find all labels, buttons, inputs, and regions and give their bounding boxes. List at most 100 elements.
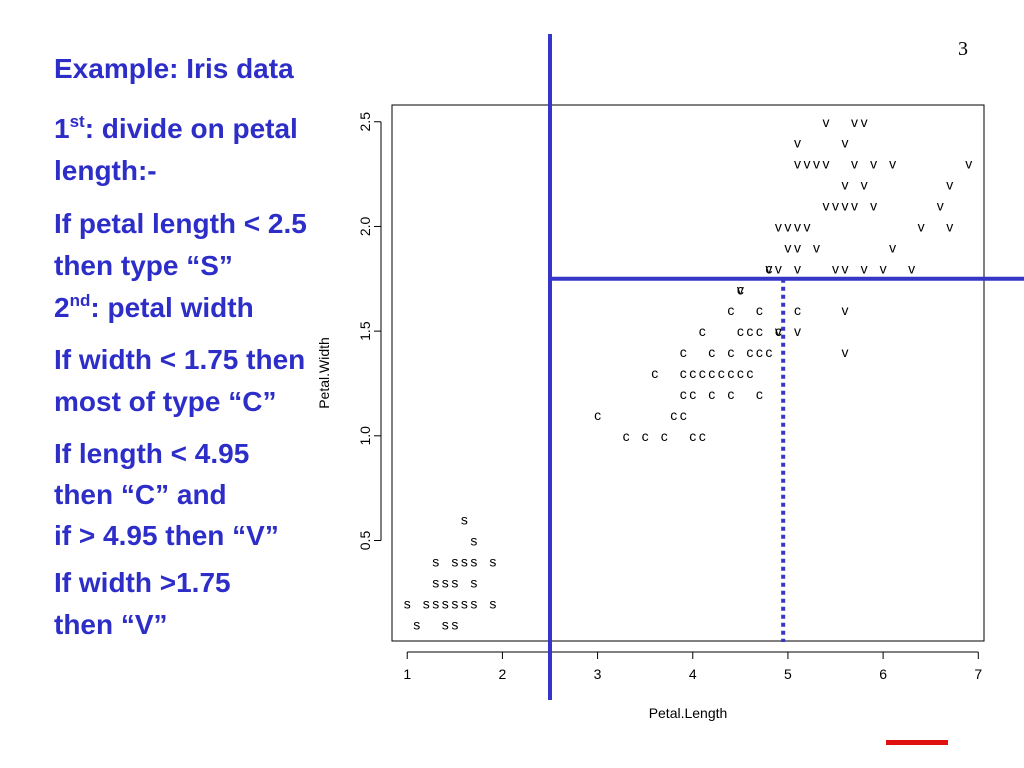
data-point-c: c xyxy=(680,386,687,402)
data-point-s: s xyxy=(461,553,468,569)
data-point-v: v xyxy=(765,260,772,276)
data-point-v: v xyxy=(842,302,849,318)
data-point-v: v xyxy=(965,156,972,172)
data-point-v: v xyxy=(803,156,810,172)
plot-frame xyxy=(391,104,985,642)
data-point-s: s xyxy=(432,553,439,569)
data-point-s: s xyxy=(461,512,468,528)
red-mark xyxy=(886,740,948,745)
data-point-v: v xyxy=(813,239,820,255)
data-point-v: v xyxy=(794,323,801,339)
split-lines xyxy=(547,34,1024,700)
data-point-c: c xyxy=(756,323,763,339)
data-point-v: v xyxy=(851,198,858,214)
data-point-s: s xyxy=(442,616,449,632)
data-point-v: v xyxy=(737,281,744,297)
x-axis-label: Petal.Length xyxy=(649,705,728,721)
data-point-v: v xyxy=(775,260,782,276)
data-point-c: c xyxy=(670,407,677,423)
data-point-s: s xyxy=(451,574,458,590)
data-point-s: s xyxy=(451,595,458,611)
data-point-v: v xyxy=(842,135,849,151)
x-tick-label: 3 xyxy=(594,666,602,682)
data-point-c: c xyxy=(746,344,753,360)
data-point-v: v xyxy=(823,156,830,172)
data-point-c: c xyxy=(775,323,782,339)
data-point-c: c xyxy=(680,407,687,423)
data-point-c: c xyxy=(689,386,696,402)
data-point-c: c xyxy=(699,365,706,381)
data-point-v: v xyxy=(823,114,830,130)
data-point-v: v xyxy=(880,260,887,276)
data-point-v: v xyxy=(803,218,810,234)
data-point-v: v xyxy=(823,198,830,214)
page-number: 3 xyxy=(958,38,968,60)
data-point-v: v xyxy=(861,177,868,193)
data-point-v: v xyxy=(870,156,877,172)
data-point-v: v xyxy=(918,218,925,234)
data-point-v: v xyxy=(946,218,953,234)
data-point-c: c xyxy=(699,323,706,339)
data-point-c: c xyxy=(727,386,734,402)
x-axis: 1 2 3 4 5 6 7 xyxy=(403,651,982,682)
data-point-s: s xyxy=(461,595,468,611)
data-point-c: c xyxy=(708,365,715,381)
data-point-c: c xyxy=(765,260,772,276)
data-point-s: s xyxy=(432,574,439,590)
data-point-c: c xyxy=(623,428,630,444)
data-point-v: v xyxy=(813,156,820,172)
data-point-c: c xyxy=(680,365,687,381)
data-point-c: c xyxy=(756,386,763,402)
data-point-v: v xyxy=(861,114,868,130)
data-point-v: v xyxy=(889,239,896,255)
data-point-v: v xyxy=(775,218,782,234)
data-point-v: v xyxy=(784,239,791,255)
data-point-s: s xyxy=(404,595,411,611)
data-point-c: c xyxy=(746,365,753,381)
data-point-s: s xyxy=(470,574,477,590)
data-point-c: c xyxy=(756,344,763,360)
y-tick-label: 2.5 xyxy=(357,112,373,132)
data-point-v: v xyxy=(794,218,801,234)
y-tick-label: 0.5 xyxy=(357,531,373,551)
data-point-v: v xyxy=(842,260,849,276)
data-point-v: v xyxy=(832,198,839,214)
data-point-c: c xyxy=(727,365,734,381)
data-point-c: c xyxy=(727,344,734,360)
data-point-c: c xyxy=(727,302,734,318)
data-point-v: v xyxy=(870,198,877,214)
data-point-c: c xyxy=(594,407,601,423)
data-point-v: v xyxy=(851,114,858,130)
data-point-v: v xyxy=(794,260,801,276)
x-tick-label: 5 xyxy=(784,666,792,682)
data-point-c: c xyxy=(737,281,744,297)
y-axis-label: Petal.Width xyxy=(316,337,332,409)
data-point-c: c xyxy=(737,323,744,339)
data-point-v: v xyxy=(889,156,896,172)
y-tick-label: 1.0 xyxy=(357,426,373,446)
data-point-s: s xyxy=(432,595,439,611)
data-point-v: v xyxy=(794,239,801,255)
data-point-s: s xyxy=(451,553,458,569)
data-point-v: v xyxy=(784,218,791,234)
data-point-v: v xyxy=(842,198,849,214)
data-point-s: s xyxy=(470,553,477,569)
data-point-s: s xyxy=(413,616,420,632)
data-point-c: c xyxy=(794,302,801,318)
data-point-s: s xyxy=(442,595,449,611)
y-axis: 0.5 1.0 1.5 2.0 2.5 xyxy=(357,112,382,551)
data-point-c: c xyxy=(765,344,772,360)
data-point-c: c xyxy=(699,428,706,444)
data-point-s: s xyxy=(423,595,430,611)
data-point-c: c xyxy=(718,365,725,381)
data-point-v: v xyxy=(851,156,858,172)
data-point-v: v xyxy=(861,260,868,276)
data-point-c: c xyxy=(680,344,687,360)
data-point-v: v xyxy=(937,198,944,214)
data-point-c: c xyxy=(689,365,696,381)
x-tick-label: 4 xyxy=(689,666,697,682)
data-point-s: s xyxy=(470,533,477,549)
data-point-c: c xyxy=(737,365,744,381)
y-tick-label: 1.5 xyxy=(357,321,373,341)
data-point-s: s xyxy=(442,574,449,590)
